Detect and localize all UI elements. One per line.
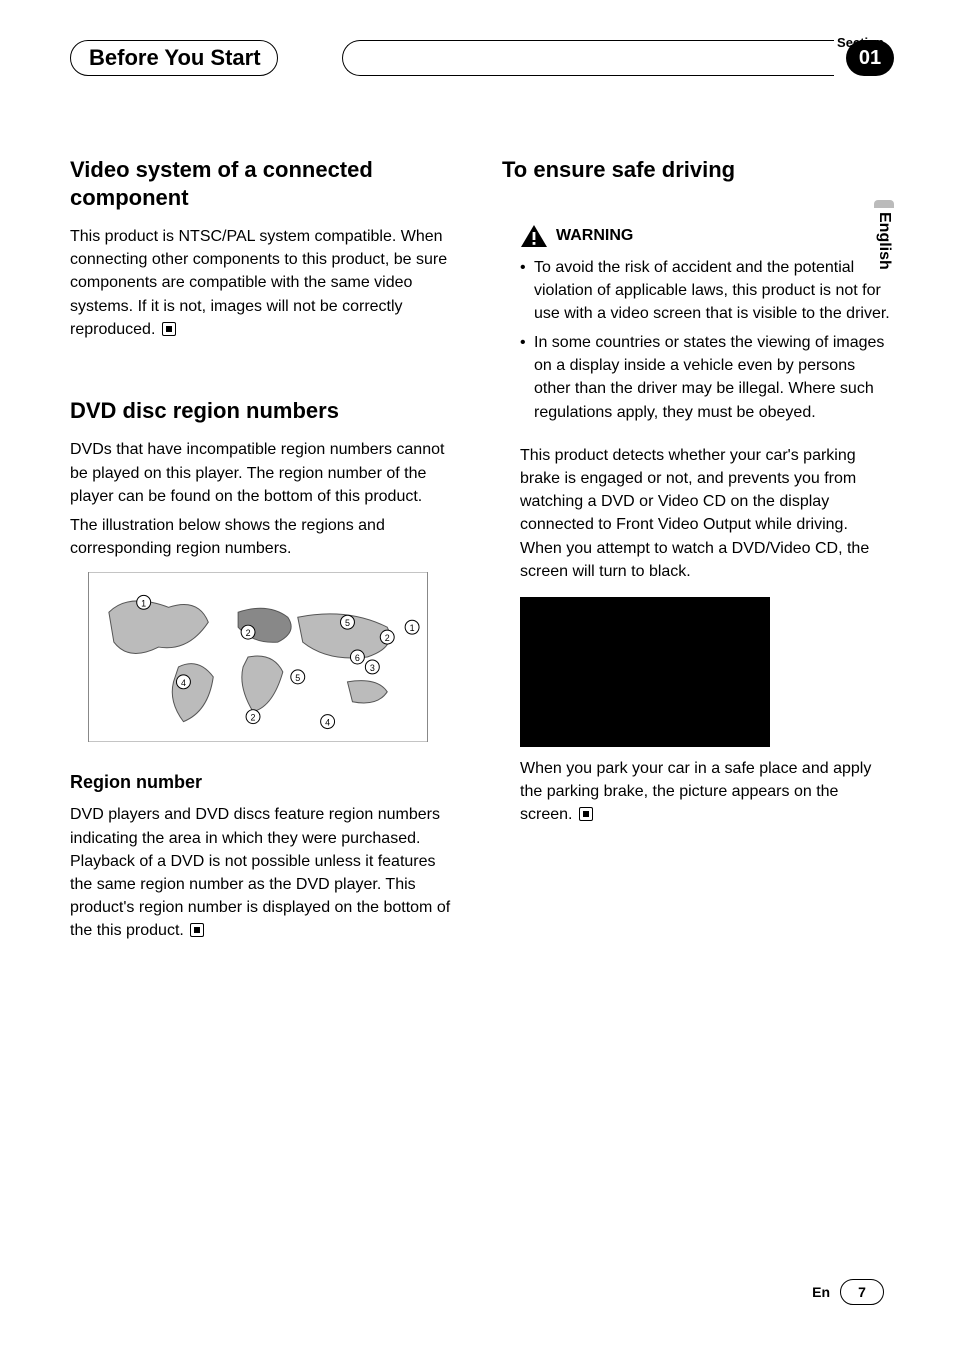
page-header: Before You Start 01 <box>70 40 894 76</box>
heading-dvd-region: DVD disc region numbers <box>70 397 462 425</box>
svg-text:2: 2 <box>251 713 256 723</box>
end-mark-icon <box>162 322 176 336</box>
svg-text:2: 2 <box>385 633 390 643</box>
svg-text:5: 5 <box>295 673 300 683</box>
svg-text:6: 6 <box>355 653 360 663</box>
heading-video-system: Video system of a connected component <box>70 156 462 211</box>
warning-label: WARNING <box>556 227 633 245</box>
left-column: Video system of a connected component Th… <box>70 156 462 949</box>
header-divider <box>342 40 834 76</box>
svg-text:3: 3 <box>370 663 375 673</box>
page-footer: En 7 <box>812 1279 884 1305</box>
text: When you park your car in a safe place a… <box>520 760 871 823</box>
body-safe-driving-1: This product detects whether your car's … <box>502 444 894 583</box>
end-mark-icon <box>190 923 204 937</box>
chapter-pill: Before You Start <box>70 40 278 76</box>
body-dvd-region-1: DVDs that have incompatible region numbe… <box>70 438 462 508</box>
body-region-number: DVD players and DVD discs feature region… <box>70 803 462 942</box>
body-video-system: This product is NTSC/PAL system compatib… <box>70 225 462 341</box>
svg-text:1: 1 <box>410 624 415 634</box>
chapter-title: Before You Start <box>89 45 261 71</box>
warning-triangle-icon <box>520 224 548 248</box>
svg-text:4: 4 <box>181 678 186 688</box>
warning-header: WARNING <box>520 224 894 248</box>
world-map-icon: 1 2 5 4 2 1 6 3 5 2 4 <box>89 572 427 742</box>
text: DVD players and DVD discs feature region… <box>70 806 450 939</box>
heading-safe-driving: To ensure safe driving <box>502 156 894 184</box>
footer-page-number: 7 <box>840 1279 884 1305</box>
page: Section Before You Start 01 English Vide… <box>0 0 954 1355</box>
section-label: Section <box>837 35 884 50</box>
language-tab-indicator <box>874 200 894 208</box>
text: This product is NTSC/PAL system compatib… <box>70 228 447 338</box>
right-column: To ensure safe driving WARNING To avoid … <box>502 156 894 949</box>
warning-bullet-list: To avoid the risk of accident and the po… <box>502 256 894 424</box>
svg-text:2: 2 <box>246 628 251 638</box>
warning-bullet: To avoid the risk of accident and the po… <box>520 256 894 326</box>
svg-text:4: 4 <box>325 718 330 728</box>
black-screen-figure <box>520 597 770 747</box>
heading-region-number: Region number <box>70 772 462 793</box>
body-dvd-region-2: The illustration below shows the regions… <box>70 514 462 560</box>
body-safe-driving-2: When you park your car in a safe place a… <box>502 757 894 827</box>
region-map-figure: 1 2 5 4 2 1 6 3 5 2 4 <box>88 572 428 742</box>
end-mark-icon <box>579 807 593 821</box>
warning-bullet: In some countries or states the viewing … <box>520 331 894 424</box>
svg-text:1: 1 <box>141 599 146 609</box>
content-columns: Video system of a connected component Th… <box>70 156 894 949</box>
svg-text:5: 5 <box>345 619 350 629</box>
footer-lang-code: En <box>812 1284 830 1300</box>
